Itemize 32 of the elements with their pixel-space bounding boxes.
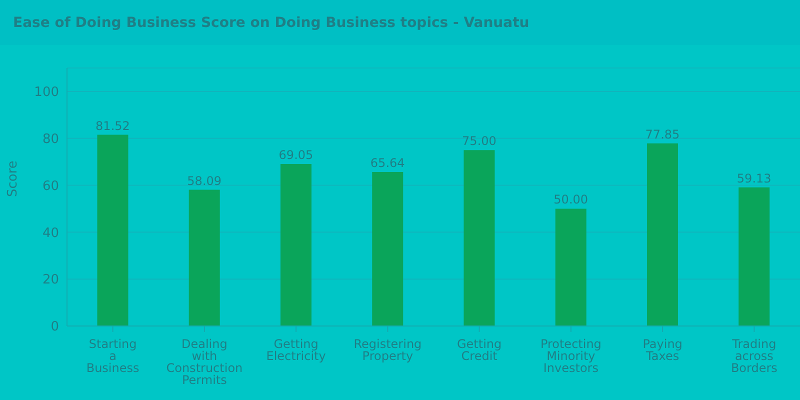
data-label: 81.52 xyxy=(96,118,130,133)
bar xyxy=(646,143,678,326)
x-tick-label: Dealing with Construction Permits xyxy=(166,337,243,387)
y-tick-label: 80 xyxy=(42,132,59,147)
data-label: 50.00 xyxy=(554,192,588,207)
data-label: 59.13 xyxy=(736,171,772,186)
y-tick-label: 0 xyxy=(50,320,59,335)
data-label: 65.64 xyxy=(370,156,405,170)
data-label: 77.85 xyxy=(645,127,680,142)
bar xyxy=(464,150,495,326)
bar xyxy=(280,164,312,326)
chart-title: Ease of Doing Business Score on Doing Business topics - Vanuatu xyxy=(13,14,530,30)
bar xyxy=(97,134,128,326)
bar xyxy=(372,172,404,326)
y-tick-label: 40 xyxy=(42,226,59,241)
bar xyxy=(738,187,770,326)
y-tick-label: 60 xyxy=(42,178,59,194)
data-label: 58.09 xyxy=(187,174,222,188)
y-tick-label: 100 xyxy=(34,85,59,100)
y-tick-label: 20 xyxy=(42,272,59,288)
x-tick-label: Starting a Business xyxy=(86,337,140,375)
x-tick-label: Registering Property xyxy=(354,337,422,363)
data-label: 69.05 xyxy=(278,148,314,162)
x-tick-label: Paying Taxes xyxy=(642,337,682,363)
x-tick-label: Getting Credit xyxy=(456,337,502,363)
bar xyxy=(555,208,586,326)
y-axis-title: Score xyxy=(6,160,21,197)
data-label: 75.00 xyxy=(462,134,496,148)
bar xyxy=(188,190,220,326)
x-tick-label: Getting Electricity xyxy=(266,337,326,363)
x-tick-label: Protecting Minority Investors xyxy=(540,337,602,375)
x-tick-label: Trading across Borders xyxy=(730,337,778,375)
